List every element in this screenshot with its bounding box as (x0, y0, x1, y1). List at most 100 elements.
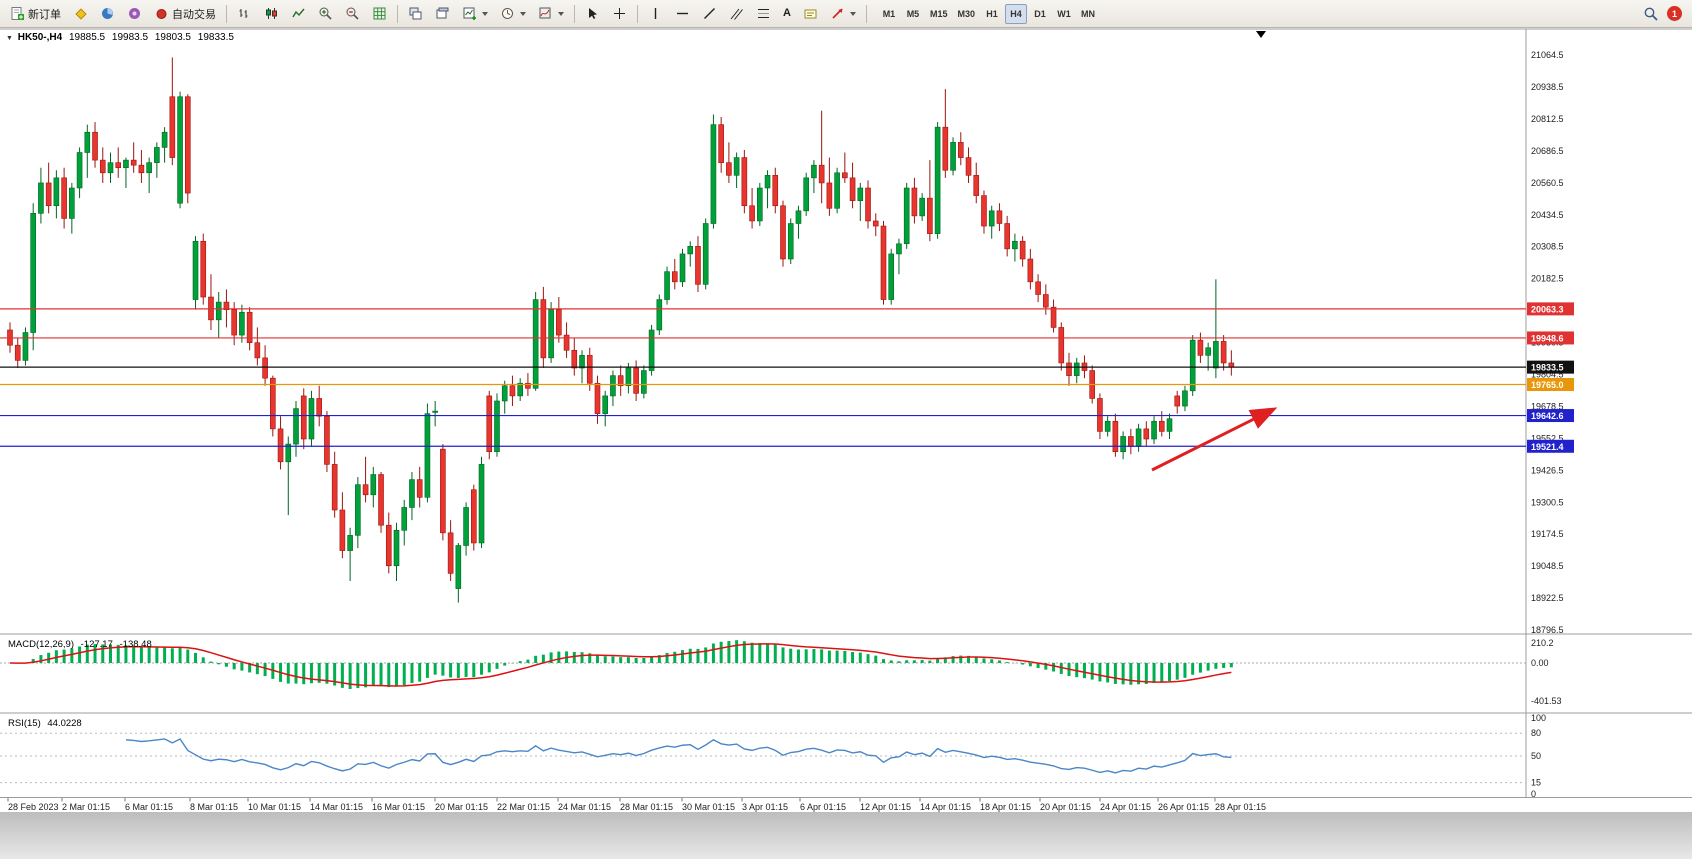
search-button[interactable] (1638, 3, 1664, 25)
svg-text:21064.5: 21064.5 (1531, 50, 1564, 60)
rsi-label: RSI(15) 44.0228 (8, 718, 86, 729)
svg-text:19804.5: 19804.5 (1531, 369, 1564, 379)
grid-button[interactable] (367, 3, 392, 25)
svg-text:15: 15 (1531, 778, 1541, 788)
candlestick-chart-button[interactable] (259, 3, 284, 25)
panel-separators (0, 28, 1692, 798)
timeframe-button-h1[interactable]: H1 (981, 4, 1003, 24)
trendline-icon (704, 8, 715, 19)
profiles-button[interactable] (495, 3, 531, 25)
timeframe-button-h4[interactable]: H4 (1004, 3, 1027, 24)
svg-text:20 Mar 01:15: 20 Mar 01:15 (435, 802, 488, 812)
svg-text:18 Apr 01:15: 18 Apr 01:15 (980, 802, 1031, 812)
new-order-icon (11, 7, 24, 20)
rsi-title: RSI(15) (8, 718, 41, 729)
grid-icon (373, 7, 386, 20)
vertical-line-button[interactable] (643, 3, 668, 25)
timeframe-button-mn[interactable]: MN (1077, 4, 1099, 24)
timeframe-button-d1[interactable]: D1 (1029, 4, 1051, 24)
quotes-button[interactable] (68, 3, 93, 25)
bottom-strip (0, 812, 1692, 859)
charts-profile-button[interactable] (95, 3, 120, 25)
trendline-button[interactable] (697, 3, 722, 25)
arrows-button[interactable] (825, 3, 861, 25)
ohlc-low: 19803.5 (154, 32, 191, 43)
svg-text:19426.5: 19426.5 (1531, 465, 1564, 475)
text-label-button[interactable] (798, 3, 823, 25)
svg-text:28 Apr 01:15: 28 Apr 01:15 (1215, 802, 1266, 812)
toolbar-separator (226, 4, 227, 23)
bars-chart-icon (239, 9, 248, 18)
line-chart-button[interactable] (286, 3, 311, 25)
news-button[interactable] (122, 3, 147, 25)
scroll-shift-marker (1256, 31, 1266, 38)
zoom-in-button[interactable] (313, 3, 338, 25)
dropdown-caret (558, 11, 564, 16)
text-button[interactable]: A (778, 3, 796, 25)
fibonacci-button[interactable] (751, 3, 776, 25)
bars-chart-button[interactable] (232, 3, 257, 25)
svg-text:16 Mar 01:15: 16 Mar 01:15 (372, 802, 425, 812)
crosshair-button[interactable] (607, 3, 632, 25)
chart-dropdown-icon[interactable]: ▼ (6, 35, 13, 42)
svg-text:19642.6: 19642.6 (1531, 411, 1564, 421)
channel-button[interactable] (724, 3, 749, 25)
cascade-windows-button[interactable] (430, 3, 455, 25)
svg-text:26 Apr 01:15: 26 Apr 01:15 (1158, 802, 1209, 812)
search-icon (1644, 7, 1658, 21)
price-axis: 21064.5 20938.5 20812.5 20686.5 20560.5 20434… (1527, 50, 1574, 635)
macd-value-signal: -138.48 (119, 639, 152, 650)
svg-text:19300.5: 19300.5 (1531, 497, 1564, 507)
svg-text:2 Mar 01:15: 2 Mar 01:15 (62, 802, 110, 812)
new-order-label: 新订单 (28, 8, 61, 21)
svg-text:8 Mar 01:15: 8 Mar 01:15 (190, 802, 238, 812)
timeframe-button-m1[interactable]: M1 (878, 4, 900, 24)
indicators-button[interactable] (533, 3, 569, 25)
cascade-windows-icon (436, 7, 449, 19)
timeframe-button-w1[interactable]: W1 (1053, 4, 1075, 24)
toolbar-separator (574, 4, 575, 23)
svg-text:19048.5: 19048.5 (1531, 561, 1564, 571)
toolbar-separator (865, 4, 867, 23)
svg-text:20938.5: 20938.5 (1531, 82, 1564, 92)
svg-text:3 Apr 01:15: 3 Apr 01:15 (742, 802, 788, 812)
main-toolbar: 新订单 自动交易 (0, 0, 1692, 28)
zoom-out-button[interactable] (340, 3, 365, 25)
svg-text:28 Feb 2023: 28 Feb 2023 (8, 802, 59, 812)
svg-text:100: 100 (1531, 713, 1546, 723)
svg-text:18796.5: 18796.5 (1531, 625, 1564, 635)
svg-text:14 Apr 01:15: 14 Apr 01:15 (920, 802, 971, 812)
svg-text:10 Mar 01:15: 10 Mar 01:15 (248, 802, 301, 812)
svg-text:22 Mar 01:15: 22 Mar 01:15 (497, 802, 550, 812)
svg-text:-401.53: -401.53 (1531, 696, 1562, 706)
svg-text:6 Mar 01:15: 6 Mar 01:15 (125, 802, 173, 812)
cursor-button[interactable] (580, 3, 605, 25)
rsi-panel: 100 80 50 150 (0, 713, 1546, 799)
timeframe-button-m15[interactable]: M15 (926, 4, 952, 24)
svg-text:20063.3: 20063.3 (1531, 304, 1564, 314)
price-chart-canvas[interactable]: 21064.5 20938.5 20812.5 20686.5 20560.5 20434… (0, 28, 1692, 859)
svg-text:20434.5: 20434.5 (1531, 210, 1564, 220)
new-order-button[interactable]: 新订单 (5, 3, 66, 25)
notification-badge[interactable]: 1 (1667, 6, 1682, 21)
chart-window: 21064.5 20938.5 20812.5 20686.5 20560.5 20434… (0, 28, 1692, 859)
dropdown-caret (849, 11, 856, 16)
tile-windows-button[interactable] (403, 3, 428, 25)
timeframe-button-m30[interactable]: M30 (953, 4, 979, 24)
chart-symbol-label: ▼ HK50-,H4 19885.5 19983.5 19803.5 19833… (6, 32, 238, 43)
new-chart-icon (463, 7, 476, 20)
autotrading-button[interactable]: 自动交易 (149, 3, 221, 25)
timeframe-button-m5[interactable]: M5 (902, 4, 924, 24)
svg-text:0.00: 0.00 (1531, 658, 1549, 668)
new-chart-button[interactable] (457, 3, 493, 25)
svg-text:14 Mar 01:15: 14 Mar 01:15 (310, 802, 363, 812)
autotrading-status-icon (156, 9, 167, 19)
dropdown-caret (520, 11, 526, 16)
profile-icon (102, 8, 113, 19)
text-label-icon (804, 9, 817, 19)
svg-text:20182.5: 20182.5 (1531, 274, 1564, 284)
toolbar-separator (637, 4, 638, 23)
horizontal-line-button[interactable] (670, 3, 695, 25)
news-icon (129, 8, 140, 19)
svg-text:0: 0 (1531, 789, 1536, 799)
